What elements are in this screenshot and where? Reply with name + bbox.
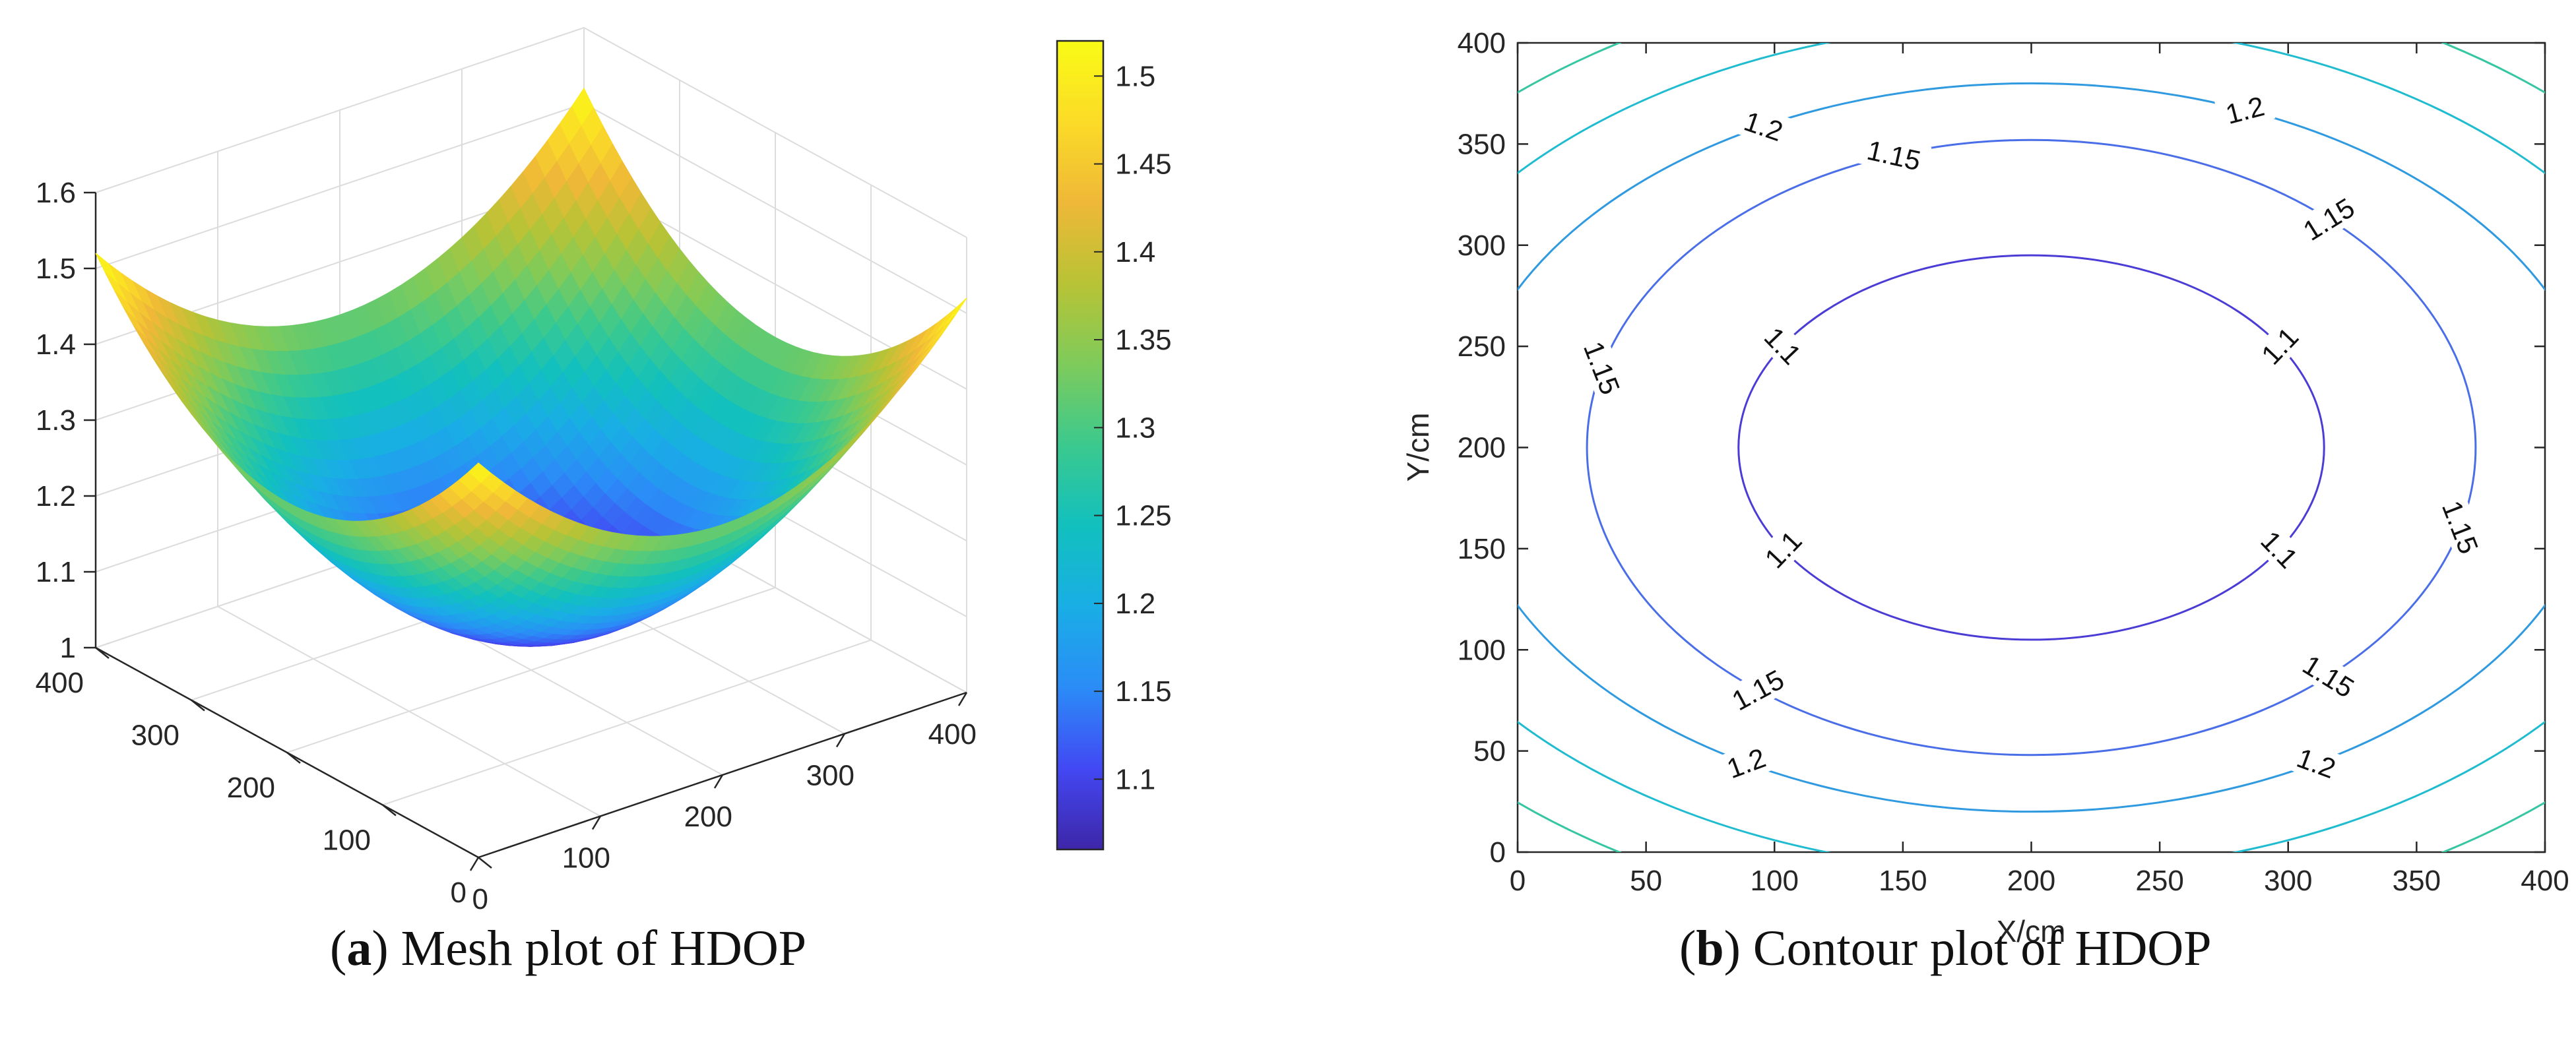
- surface-patch: [468, 462, 492, 483]
- x-tick-mark: [591, 815, 602, 830]
- caption-b-text: Contour plot of HDOP: [1740, 921, 2212, 976]
- x-tick-label: 300: [806, 760, 854, 792]
- contour-label-bg: [2249, 315, 2310, 377]
- z-tick-label: 1.5: [36, 253, 76, 285]
- contour-label-bg: [2290, 644, 2367, 708]
- x-tick-label: 350: [2393, 865, 2441, 897]
- z-tick-label: 1.3: [36, 404, 76, 437]
- x-tick-mark: [957, 692, 968, 706]
- y-tick-label: 50: [1473, 735, 1506, 768]
- colorbar-tick-label: 1.3: [1115, 412, 1155, 444]
- y-tick-mark: [191, 699, 205, 712]
- contour-label-bg: [1753, 315, 1814, 377]
- x-tick-label: 0: [1510, 865, 1526, 897]
- contour-line: [1737, 254, 2325, 641]
- y-tick-label: 100: [323, 824, 371, 857]
- y-tick-mark: [478, 857, 492, 869]
- y-tick-label: 0: [451, 877, 467, 909]
- colorbar-tick-label: 1.15: [1115, 675, 1172, 708]
- colorbar-tick-label: 1.45: [1115, 148, 1172, 181]
- colorbar-tick-label: 1.25: [1115, 500, 1172, 532]
- contour-label-bg: [2285, 738, 2348, 787]
- colorbar-gradient: [1056, 40, 1105, 851]
- colorbar: 1.1 1.15 1.2 1.25 1.3 1.35 1.4 1.45 1.5: [1056, 40, 1172, 851]
- colorbar-tick-label: 1.35: [1115, 324, 1172, 356]
- contour-label-bg: [1856, 132, 1932, 179]
- x-tick-label: 100: [1751, 865, 1799, 897]
- x-tick-mark: [469, 857, 480, 871]
- surface-patch: [934, 306, 958, 335]
- contour-label-bg: [2214, 87, 2276, 133]
- contour-label-bg: [1574, 329, 1630, 406]
- y-tick-label: 150: [1458, 533, 1506, 565]
- z-tick-label: 1: [60, 632, 76, 664]
- z-tick-label: 1.1: [36, 556, 76, 588]
- x-tick-label: 50: [1630, 865, 1662, 897]
- contour-label-bg: [1753, 518, 1814, 580]
- y-axis-label: Y/cm: [1401, 413, 1435, 482]
- contour-line: [1586, 139, 2477, 756]
- x-tick-mark: [713, 774, 724, 789]
- y-tick-label: 350: [1458, 128, 1506, 160]
- colorbar-tick-label: 1.4: [1115, 236, 1155, 268]
- colorbar-tick-label: 1.1: [1115, 763, 1155, 795]
- caption-a: (a) Mesh plot of HDOP: [330, 921, 806, 976]
- x-axis-label: X/cm: [1997, 914, 2066, 948]
- plot-frame: [1516, 42, 2546, 853]
- floor-grid-line: [286, 587, 776, 753]
- contour-label-bg: [1732, 102, 1795, 150]
- contour-plot: 0 50 100 150 200 250 300 350 400 0 50 100 150 200 250 3…: [1401, 27, 2569, 948]
- z-tick-label: 1.4: [36, 328, 76, 361]
- colorbar-tick-label: 1.2: [1115, 588, 1155, 620]
- contour-label-bg: [1719, 659, 1796, 721]
- x-tick-label: 0: [472, 883, 488, 915]
- x-tick-mark: [835, 733, 846, 748]
- x-tick-label: 100: [562, 842, 610, 875]
- y-tick-label: 200: [1458, 432, 1506, 464]
- y-tick-label: 400: [1458, 27, 1506, 59]
- y-tick-label: 300: [131, 720, 179, 752]
- y-tick-label: 200: [227, 772, 275, 804]
- contour-label-bg: [2249, 518, 2310, 580]
- x-tick-label: 200: [684, 801, 732, 833]
- contour-lines: [1518, 43, 2545, 852]
- colorbar-tick-label: 1.5: [1115, 60, 1155, 92]
- x-tick-label: 200: [2007, 865, 2055, 897]
- z-tick-label: 1.2: [36, 480, 76, 512]
- contour-label-bg: [2433, 489, 2488, 566]
- contour-axes: 0 50 100 150 200 250 300 350 400 0 50 100 150 200 250 3…: [1458, 27, 2569, 897]
- y-tick-label: 250: [1458, 330, 1506, 363]
- y-tick-label: 400: [36, 667, 84, 699]
- mesh-tick-labels: 1 1.1 1.2 1.3 1.4 1.5 1.6 0 100 200 300 400 0 100 200 3…: [36, 177, 977, 915]
- x-tick-label: 400: [928, 718, 977, 751]
- hdop-surface: [95, 87, 967, 647]
- x-tick-label: 250: [2135, 865, 2183, 897]
- x-tick-label: 300: [2264, 865, 2312, 897]
- y-tick-label: 300: [1458, 230, 1506, 262]
- y-tick-mark: [382, 804, 397, 817]
- z-tick-label: 1.6: [36, 177, 76, 209]
- floor-grid-line: [382, 639, 872, 806]
- contour-label-bg: [1715, 738, 1778, 787]
- x-tick-label: 400: [2521, 865, 2569, 897]
- contour-label-bg: [2290, 187, 2367, 251]
- caption-b-letter: b: [1696, 921, 1724, 976]
- mesh-plot: 1 1.1 1.2 1.3 1.4 1.5 1.6 0 100 200 300 400 0 100 200 3…: [36, 26, 1172, 915]
- x-tick-label: 150: [1879, 865, 1927, 897]
- y-tick-label: 100: [1458, 634, 1506, 666]
- caption-a-letter: a: [346, 921, 372, 976]
- caption-b: (b) Contour plot of HDOP: [1679, 921, 2212, 976]
- caption-a-text: Mesh plot of HDOP: [388, 921, 806, 976]
- contour-label-group: 1.2: [1732, 102, 1795, 150]
- y-tick-label: 0: [1490, 836, 1506, 869]
- contour-line: [1518, 82, 2545, 813]
- y-tick-mark: [286, 752, 301, 764]
- wall-grid-line: [95, 26, 967, 238]
- y-tick-mark: [95, 647, 110, 659]
